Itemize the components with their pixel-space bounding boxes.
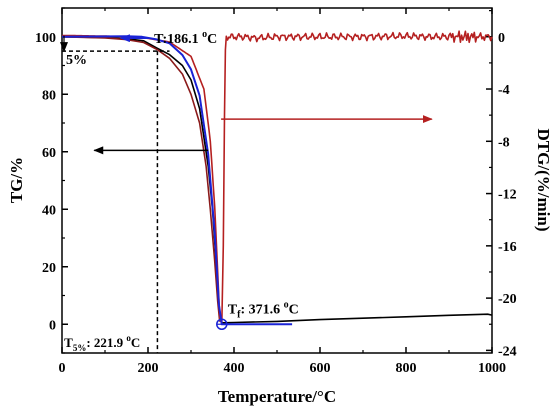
- y-left-tick-label: 0: [49, 318, 56, 333]
- series-line-2: [61, 30, 493, 326]
- y-right-tick-label: -4: [498, 83, 510, 98]
- x-tick-label: 200: [138, 361, 159, 376]
- y-left-tick-label: 80: [42, 88, 56, 103]
- annotation-layer: T:186.1 oC Tf: 371.6 oC T5%: 221.9 oC 5%: [60, 29, 433, 353]
- y-left-tick-label: 20: [42, 261, 56, 276]
- x-axis: 0 200 400 600 800 1000: [59, 8, 506, 376]
- y-right-tick-label: -20: [498, 292, 517, 307]
- y-axis-right: 0 -4 -8 -12 -16 -20 -24: [486, 10, 517, 359]
- x-tick-label: 0: [59, 361, 66, 376]
- y-right-tick-label: -8: [498, 135, 510, 150]
- y-left-tick-label: 60: [42, 146, 56, 161]
- x-tick-label: 600: [310, 361, 331, 376]
- y-right-tick-label: -16: [498, 240, 517, 255]
- x-tick-label: 400: [224, 361, 245, 376]
- y-axis-left: 0 20 40 60 80 100: [35, 7, 68, 354]
- x-axis-title: Temperature/°C: [218, 387, 336, 406]
- x-tick-label: 800: [396, 361, 417, 376]
- final-temperature-label: Tf: 371.6 oC: [228, 299, 299, 320]
- y-left-tick-label: 100: [35, 31, 56, 46]
- y-right-tick-label: 0: [498, 31, 505, 46]
- y-axis-left-title: TG/%: [7, 157, 26, 203]
- x-tick-label: 1000: [478, 361, 506, 376]
- series-line-0: [61, 36, 493, 324]
- y-left-tick-label: 40: [42, 203, 56, 218]
- series-line-1: [61, 36, 221, 323]
- y-axis-right-title: DTG/(%/min): [534, 129, 550, 232]
- plot-frame: [61, 7, 493, 354]
- t5-temperature-label: T5%: 221.9 oC: [64, 333, 140, 353]
- y-right-tick-label: -12: [498, 188, 517, 203]
- five-percent-label: 5%: [66, 53, 87, 68]
- onset-temperature-label: T:186.1 oC: [154, 29, 217, 47]
- series-line-3: [61, 35, 293, 326]
- y-right-tick-label: -24: [498, 344, 517, 359]
- series-layer: [61, 30, 493, 326]
